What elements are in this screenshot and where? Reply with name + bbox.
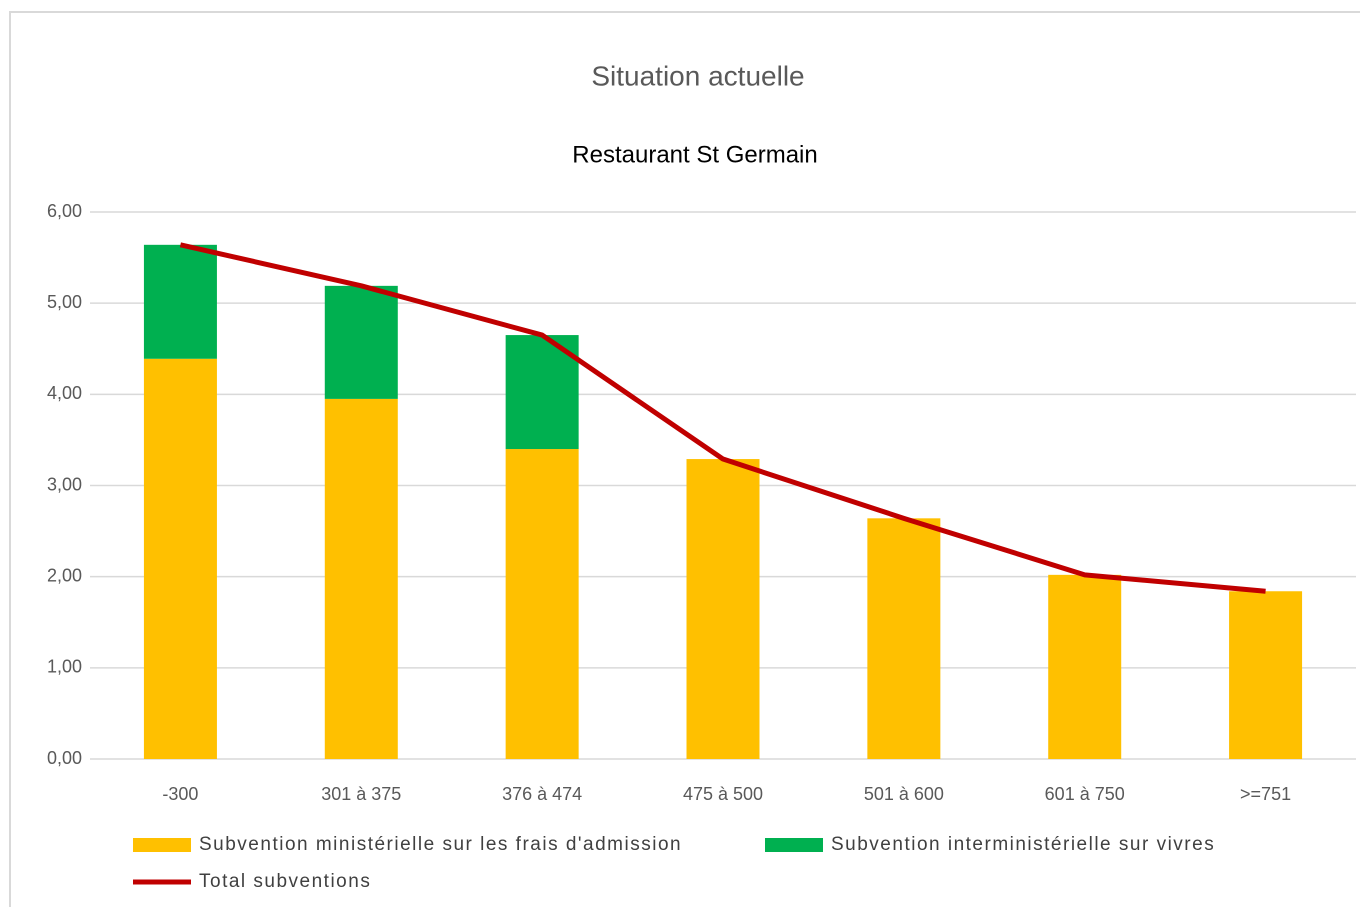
legend-label: Subvention ministérielle sur les frais d… — [199, 834, 682, 855]
x-tick-label: 501 à 600 — [864, 784, 944, 804]
bar — [324, 285, 398, 399]
chart-title: Situation actuelle — [591, 60, 804, 91]
bar — [143, 244, 217, 359]
chart-subtitle: Restaurant St Germain — [572, 141, 817, 168]
bar — [324, 398, 398, 759]
y-tick-label: 2,00 — [47, 565, 82, 585]
x-tick-label: -300 — [162, 784, 198, 804]
y-tick-label: 1,00 — [47, 657, 82, 677]
legend-swatch — [765, 838, 823, 852]
bar — [505, 449, 579, 759]
x-tick-label: 376 à 474 — [502, 784, 582, 804]
y-tick-label: 5,00 — [47, 292, 82, 312]
legend-label: Total subventions — [199, 871, 371, 892]
y-tick-label: 3,00 — [47, 474, 82, 494]
y-tick-label: 0,00 — [47, 748, 82, 768]
bar — [143, 358, 217, 759]
line — [179, 242, 1266, 594]
x-tick-label: 475 à 500 — [683, 784, 763, 804]
bar — [1229, 591, 1303, 759]
x-tick-label: >=751 — [1240, 784, 1291, 804]
x-tick-label: 301 à 375 — [321, 784, 401, 804]
legend-label: Subvention interministérielle sur vivres — [831, 834, 1215, 855]
bar — [1048, 574, 1122, 759]
legend-swatch — [133, 838, 191, 852]
chart-border — [9, 11, 1360, 907]
bar — [686, 459, 760, 759]
bar — [867, 518, 941, 759]
y-tick-label: 4,00 — [47, 383, 82, 403]
x-tick-label: 601 à 750 — [1045, 784, 1125, 804]
y-tick-label: 6,00 — [47, 201, 82, 221]
